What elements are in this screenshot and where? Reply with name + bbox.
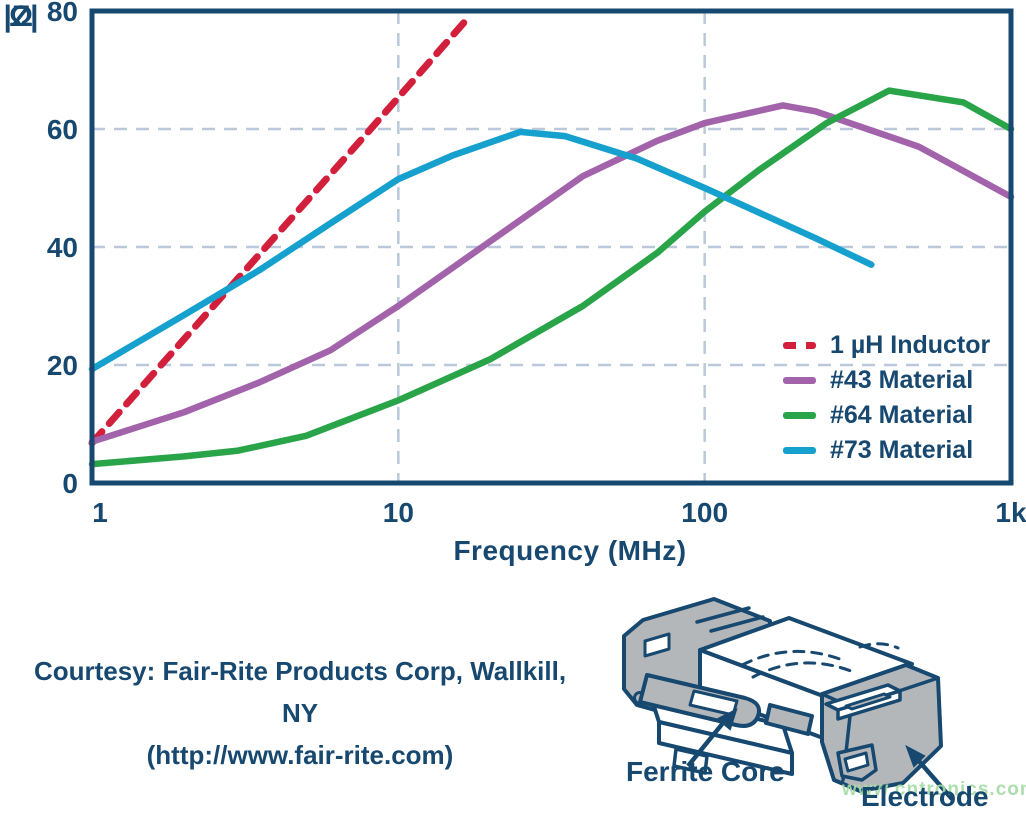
series-line--64-material xyxy=(88,87,1015,468)
ferrite-core-label: Ferrite Core xyxy=(626,756,785,787)
x-tick-label: 100 xyxy=(681,497,728,528)
series-line--73-material xyxy=(88,128,875,373)
courtesy-line-2: (http://www.fair-rite.com) xyxy=(146,740,454,770)
callout-arrows xyxy=(686,708,954,801)
y-axis-label-ohm: Ω xyxy=(8,0,34,33)
y-axis-label-z: |Z| xyxy=(3,0,39,33)
plot-border xyxy=(89,8,1014,486)
impedance-chart: 0 20 40 60 80 1 10 100 1k xyxy=(47,0,1026,528)
series-line-1-h-inductor xyxy=(88,13,473,447)
chart-legend: 1 µH Inductor #43 Material #64 Material … xyxy=(783,328,990,468)
legend-swatch-64-material xyxy=(783,412,816,419)
x-tick-label: 1k xyxy=(995,497,1026,528)
legend-label: #73 Material xyxy=(830,436,974,464)
series-line--43-material xyxy=(88,102,1015,445)
legend-label: #64 Material xyxy=(830,401,974,429)
legend-item-73-material: #73 Material xyxy=(783,433,990,468)
y-tick-label: 60 xyxy=(47,114,78,145)
legend-swatch-73-material xyxy=(783,447,816,454)
legend-label: #43 Material xyxy=(830,366,974,394)
legend-item-inductor: 1 µH Inductor xyxy=(783,328,990,363)
legend-swatch-inductor xyxy=(783,342,816,349)
y-tick-label: 0 xyxy=(62,468,78,499)
legend-label: 1 µH Inductor xyxy=(830,331,991,359)
x-axis-label: Frequency (MHz) xyxy=(453,535,687,566)
y-tick-label: 80 xyxy=(47,0,78,27)
electrode-arrow xyxy=(916,758,954,801)
ferrite-core-arrow xyxy=(686,721,725,768)
y-tick-label: 40 xyxy=(47,232,78,263)
x-tick-label: 10 xyxy=(383,497,414,528)
electrode-label: Electrode xyxy=(861,781,989,812)
courtesy-note: Courtesy: Fair-Rite Products Corp, Wallk… xyxy=(18,650,582,776)
legend-swatch-43-material xyxy=(783,377,816,384)
ferrite-bead-diagram xyxy=(622,597,954,801)
courtesy-line-1: Courtesy: Fair-Rite Products Corp, Wallk… xyxy=(33,656,567,728)
watermark: www.cntronics.com xyxy=(842,779,1026,800)
legend-item-64-material: #64 Material xyxy=(783,398,990,433)
y-tick-label: 20 xyxy=(47,350,78,381)
x-tick-label: 1 xyxy=(92,497,108,528)
legend-item-43-material: #43 Material xyxy=(783,363,990,398)
hidden-bore-lines xyxy=(740,642,900,679)
